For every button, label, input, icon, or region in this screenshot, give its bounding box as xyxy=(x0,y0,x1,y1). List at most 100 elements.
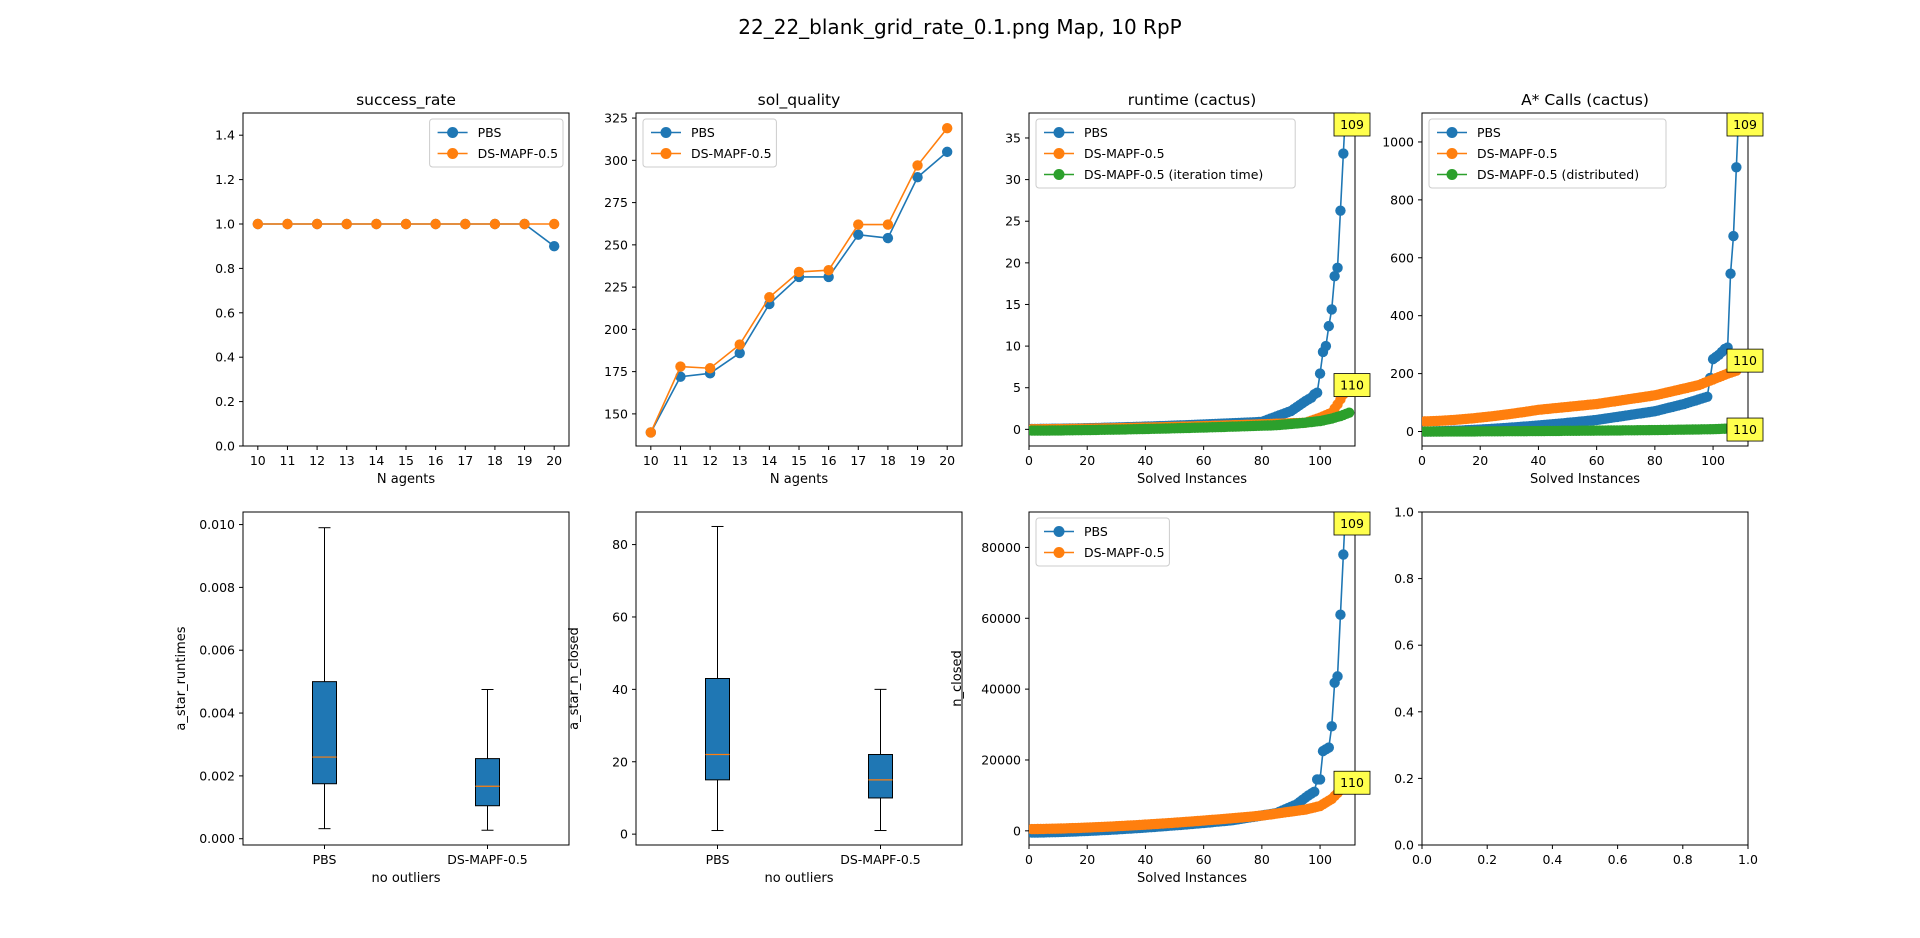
data-point-PBS xyxy=(1332,262,1343,274)
y-tick-label: 0.004 xyxy=(199,706,235,721)
plot-area xyxy=(645,123,953,438)
y-tick-label: 0.002 xyxy=(199,768,235,783)
x-tick-label: 15 xyxy=(398,453,414,468)
x-tick-label: 20 xyxy=(1472,453,1488,468)
y-tick-label: 30 xyxy=(1005,172,1021,187)
x-tick-label: 10 xyxy=(643,453,659,468)
y-tick-label: 0.000 xyxy=(199,831,235,846)
data-point-PBS-19 xyxy=(912,172,923,183)
annotation-2: 110 xyxy=(1726,417,1764,442)
data-point-PBS xyxy=(1326,721,1337,732)
y-tick-label: 20 xyxy=(612,754,628,769)
x-tick-label: 80 xyxy=(1254,852,1270,867)
panel-a_star_n_closed_box: no outliers a_star_n_closed 0 20 40 60 80 PBS DS… xyxy=(567,511,963,886)
data-point-DS-MAPF-0.5-19 xyxy=(912,160,923,171)
x-axis-label: no outliers xyxy=(765,871,834,886)
y-tick-label: 80000 xyxy=(981,540,1021,555)
axes-frame xyxy=(635,511,963,846)
y-tick-label: 0.2 xyxy=(215,394,235,409)
y-tick-label: 0.8 xyxy=(215,261,235,276)
y-tick-label: 1.2 xyxy=(215,172,235,187)
data-point-DS-MAPF-0.5-15 xyxy=(400,218,412,230)
y-tick-label: 150 xyxy=(604,406,628,421)
x-tick-label: 60 xyxy=(1589,453,1605,468)
data-point-DS-MAPF-0.5 (iteration time) xyxy=(1343,407,1355,418)
x-tick-label: 0.0 xyxy=(1412,852,1432,867)
x-tick-label: 14 xyxy=(761,453,777,468)
x-tick-label: 18 xyxy=(880,453,896,468)
data-point-DS-MAPF-0.5-12 xyxy=(704,363,716,374)
legend-label: PBS xyxy=(691,125,715,140)
x-tick-label: 40 xyxy=(1530,453,1546,468)
x-tick-label: 0.4 xyxy=(1542,852,1562,867)
y-tick-label: 600 xyxy=(1390,250,1414,265)
legend-marker-0 xyxy=(660,127,672,138)
x-tick-label: 1.0 xyxy=(1738,852,1758,867)
x-tick-label: 16 xyxy=(821,453,837,468)
data-point-DS-MAPF-0.5-16 xyxy=(823,265,834,276)
y-tick-label: 20 xyxy=(1005,255,1021,270)
annotation-label: 110 xyxy=(1340,775,1364,790)
data-point-DS-MAPF-0.5-14 xyxy=(371,218,382,230)
panel-a_star_runtimes_box: no outliers a_star_runtimes 0.000 0.002 0.00… xyxy=(174,511,570,886)
data-point-PBS xyxy=(1314,774,1326,785)
x-axis-label: N agents xyxy=(377,472,435,487)
data-point-PBS xyxy=(1731,162,1742,173)
x-axis-label: Solved Instances xyxy=(1530,472,1640,487)
annotation-box xyxy=(1333,373,1371,397)
legend-frame xyxy=(1035,118,1296,189)
annotation-box xyxy=(1333,770,1371,795)
data-point-DS-MAPF-0.5-17 xyxy=(853,219,864,230)
data-point-DS-MAPF-0.5-17 xyxy=(460,218,471,230)
y-tick-label: 0 xyxy=(1013,823,1021,838)
annotation-0: 109 xyxy=(1333,511,1371,536)
data-point-PBS xyxy=(1725,268,1736,279)
legend-frame xyxy=(429,118,564,168)
data-point-PBS-20 xyxy=(941,146,953,158)
y-tick-label: 1.0 xyxy=(215,217,235,232)
annotation-box xyxy=(1726,348,1764,373)
legend-label: DS-MAPF-0.5 (distributed) xyxy=(1477,167,1639,182)
y-tick-label: 250 xyxy=(604,237,628,252)
data-point-PBS xyxy=(1734,93,1744,103)
legend-frame xyxy=(1035,517,1170,567)
legend-label: DS-MAPF-0.5 xyxy=(1084,146,1165,161)
legend-label: DS-MAPF-0.5 xyxy=(1477,146,1558,161)
data-point-PBS xyxy=(1309,786,1320,798)
x-tick-label: 10 xyxy=(250,453,266,468)
box-DS-MAPF-0.5 xyxy=(475,758,500,807)
panel-astar_calls_cactus: A* Calls (cactus)Solved Instances0200400… xyxy=(1382,91,1764,487)
x-tick-label: 80 xyxy=(1254,453,1270,468)
annotation-label: 110 xyxy=(1340,378,1364,393)
y-tick-label: 275 xyxy=(604,195,628,210)
panel-success_rate: success_rate N agents 0.0 0.2 0.4 0.6 0.8 1.0 1.… xyxy=(215,91,570,487)
box-PBS xyxy=(312,681,337,785)
x-tick-label: 11 xyxy=(280,453,296,468)
legend-label: PBS xyxy=(1084,125,1108,140)
x-tick-label: 11 xyxy=(673,453,689,468)
axes-frame xyxy=(1028,112,1356,447)
annotation-box xyxy=(1726,417,1764,442)
x-tick-label: PBS xyxy=(313,852,337,867)
data-point-DS-MAPF-0.5-19 xyxy=(519,218,530,230)
x-tick-label: 20 xyxy=(939,453,955,468)
legend-0: PBS DS-MAPF-0.5 xyxy=(429,118,564,168)
data-point-PBS xyxy=(1338,549,1349,560)
axes-frame xyxy=(1028,511,1356,846)
y-tick-label: 0.4 xyxy=(1394,704,1414,719)
x-axis-label: N agents xyxy=(770,472,828,487)
y-tick-label: 1.4 xyxy=(215,128,235,143)
y-tick-label: 40000 xyxy=(981,682,1021,697)
annotation-label: 109 xyxy=(1340,516,1364,531)
x-tick-label: 60 xyxy=(1196,852,1212,867)
x-tick-label: 12 xyxy=(702,453,718,468)
legend-marker-1 xyxy=(660,148,672,159)
y-tick-label: 0 xyxy=(620,827,628,842)
y-tick-label: 0.8 xyxy=(1394,571,1414,586)
panel-title: A* Calls (cactus) xyxy=(1521,91,1649,109)
x-tick-label: 15 xyxy=(791,453,807,468)
y-tick-label: 200 xyxy=(1390,366,1414,381)
data-point-PBS-20 xyxy=(548,241,560,252)
x-tick-label: 0 xyxy=(1418,453,1426,468)
data-point-DS-MAPF-0.5-13 xyxy=(734,339,745,350)
